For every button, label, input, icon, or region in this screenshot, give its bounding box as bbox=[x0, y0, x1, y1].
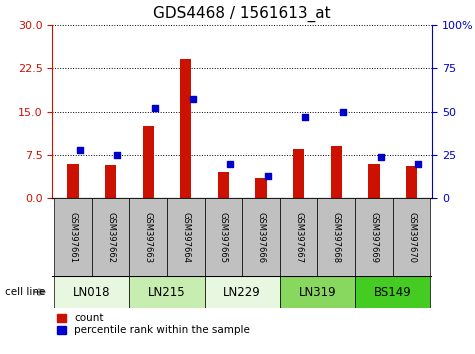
Point bbox=[189, 97, 196, 102]
Bar bbox=[54, 276, 129, 308]
Bar bbox=[105, 165, 116, 198]
Text: GSM397664: GSM397664 bbox=[181, 212, 190, 263]
Bar bbox=[280, 198, 317, 276]
Text: GSM397670: GSM397670 bbox=[407, 212, 416, 263]
Bar bbox=[92, 198, 129, 276]
Point bbox=[264, 173, 272, 178]
Text: LN215: LN215 bbox=[148, 286, 186, 298]
Bar bbox=[167, 198, 205, 276]
Bar bbox=[180, 59, 191, 198]
Text: LN319: LN319 bbox=[299, 286, 336, 298]
Point bbox=[377, 154, 384, 159]
Bar bbox=[142, 126, 154, 198]
Point bbox=[227, 161, 234, 166]
Text: cell line: cell line bbox=[5, 287, 45, 297]
Bar bbox=[393, 198, 430, 276]
Bar bbox=[280, 276, 355, 308]
Bar bbox=[317, 198, 355, 276]
Bar bbox=[331, 146, 342, 198]
Bar bbox=[54, 198, 92, 276]
Text: GSM397663: GSM397663 bbox=[144, 212, 152, 263]
Bar bbox=[129, 198, 167, 276]
Point bbox=[339, 109, 347, 114]
Bar bbox=[205, 198, 242, 276]
Text: GSM397665: GSM397665 bbox=[219, 212, 228, 263]
Bar bbox=[205, 276, 280, 308]
Text: GSM397668: GSM397668 bbox=[332, 212, 341, 263]
Bar bbox=[293, 149, 304, 198]
Text: LN018: LN018 bbox=[73, 286, 111, 298]
Point bbox=[114, 152, 121, 158]
Bar bbox=[129, 276, 205, 308]
Bar bbox=[218, 172, 229, 198]
Text: GSM397661: GSM397661 bbox=[68, 212, 77, 263]
Bar bbox=[355, 276, 430, 308]
Text: GSM397667: GSM397667 bbox=[294, 212, 303, 263]
Legend: count, percentile rank within the sample: count, percentile rank within the sample bbox=[57, 313, 250, 335]
Point bbox=[151, 105, 159, 111]
Title: GDS4468 / 1561613_at: GDS4468 / 1561613_at bbox=[153, 6, 331, 22]
Text: LN229: LN229 bbox=[223, 286, 261, 298]
Bar bbox=[355, 198, 393, 276]
Text: GSM397669: GSM397669 bbox=[370, 212, 379, 263]
Bar bbox=[256, 178, 266, 198]
Point bbox=[302, 114, 309, 120]
Point bbox=[415, 161, 422, 166]
Text: BS149: BS149 bbox=[374, 286, 412, 298]
Bar bbox=[406, 166, 417, 198]
Text: GSM397662: GSM397662 bbox=[106, 212, 115, 263]
Bar bbox=[368, 164, 380, 198]
Point bbox=[76, 147, 84, 153]
Text: GSM397666: GSM397666 bbox=[256, 212, 266, 263]
Bar bbox=[242, 198, 280, 276]
Bar bbox=[67, 164, 78, 198]
